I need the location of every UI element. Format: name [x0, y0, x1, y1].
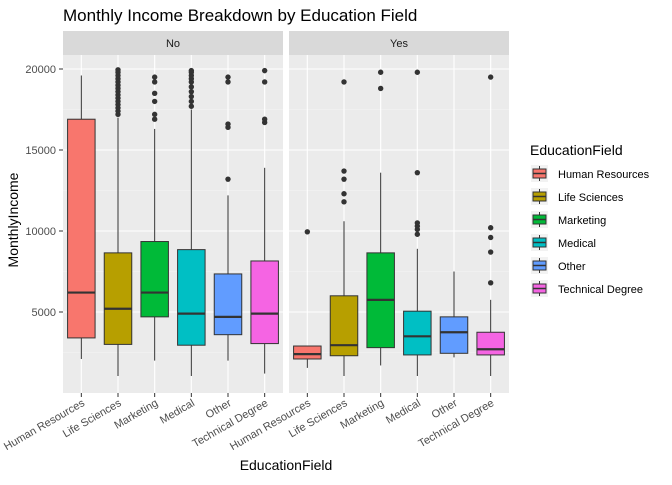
- box-iqr: [250, 260, 279, 345]
- outlier-point: [487, 249, 494, 255]
- box-technical-degree: [476, 74, 505, 376]
- legend-label: Medical: [558, 238, 596, 250]
- x-tick-label: Medical: [384, 397, 423, 426]
- outlier-point: [341, 176, 347, 182]
- legend-entry-marketing: Marketing: [531, 211, 606, 228]
- outlier-point: [487, 280, 494, 286]
- outlier-point: [414, 69, 421, 75]
- box-other: [213, 74, 243, 361]
- y-axis-title: MonthlyIncome: [5, 172, 21, 267]
- outlier-point: [261, 116, 268, 122]
- box-iqr: [67, 118, 96, 339]
- x-axis-title: EducationField: [240, 457, 333, 473]
- outlier-point: [225, 79, 231, 85]
- outlier-point: [151, 98, 158, 105]
- legend-entry-life-sciences: Life Sciences: [531, 188, 624, 205]
- panel-background: [289, 55, 509, 393]
- outlier-point: [188, 84, 195, 90]
- outlier-point: [151, 79, 158, 85]
- facet-panels: No Yes: [63, 31, 509, 393]
- box-medical: [403, 69, 432, 376]
- outlier-point: [414, 169, 421, 176]
- legend-label: Marketing: [558, 215, 606, 227]
- outlier-point: [188, 98, 195, 105]
- outlier-point: [151, 116, 158, 122]
- legend: EducationField Human Resources Life Scien…: [530, 142, 650, 297]
- outlier-point: [188, 67, 195, 74]
- legend-entry-medical: Medical: [531, 234, 596, 251]
- y-tick-label: 5000: [32, 307, 56, 319]
- outlier-point: [377, 69, 384, 75]
- legend-label: Human Resources: [558, 169, 650, 181]
- facet-strip: [63, 31, 283, 55]
- y-tick-label: 20000: [25, 64, 56, 76]
- box-iqr: [177, 249, 206, 346]
- box-medical: [177, 67, 206, 376]
- box-iqr: [103, 252, 133, 345]
- legend-title: EducationField: [530, 142, 623, 158]
- facet-panel-no: No: [63, 31, 283, 393]
- outlier-point: [225, 121, 231, 127]
- outlier-point: [188, 93, 195, 100]
- facet-strip: [289, 31, 509, 55]
- x-tick-label: Medical: [158, 397, 197, 426]
- box-iqr: [439, 316, 469, 354]
- box-iqr: [293, 345, 322, 360]
- outlier-point: [487, 74, 494, 80]
- box-iqr: [403, 310, 432, 356]
- facet-strip-label: No: [166, 38, 180, 50]
- legend-label: Technical Degree: [558, 284, 643, 296]
- y-axis: 5000 10000 15000 20000: [25, 64, 63, 319]
- outlier-point: [188, 103, 195, 109]
- outlier-point: [188, 88, 195, 95]
- box-life-sciences: [329, 79, 359, 376]
- outlier-point: [414, 220, 421, 226]
- legend-label: Other: [558, 261, 586, 273]
- box-iqr: [329, 295, 359, 357]
- outlier-point: [341, 199, 347, 205]
- outlier-point: [225, 176, 231, 182]
- outlier-point: [151, 90, 158, 97]
- outlier-point: [151, 111, 158, 118]
- outlier-point: [261, 79, 268, 85]
- outlier-point: [341, 191, 347, 197]
- outlier-point: [341, 168, 347, 174]
- box-technical-degree: [250, 67, 279, 374]
- box-iqr: [476, 331, 505, 356]
- outlier-point: [341, 79, 347, 85]
- chart-title: Monthly Income Breakdown by Education Fi…: [63, 6, 417, 25]
- outlier-point: [261, 67, 268, 74]
- outlier-point: [151, 74, 158, 80]
- box-life-sciences: [103, 67, 133, 376]
- legend-entry-human-resources: Human Resources: [531, 165, 650, 182]
- box-human-resources: [293, 229, 322, 368]
- outlier-point: [115, 67, 121, 73]
- box-human-resources: [67, 75, 96, 359]
- outlier-point: [304, 229, 311, 235]
- facet-strip-label: Yes: [390, 38, 408, 50]
- y-tick-label: 10000: [25, 226, 56, 238]
- legend-entry-technical-degree: Technical Degree: [531, 280, 643, 297]
- facet-panel-yes: Yes: [289, 31, 509, 393]
- box-marketing: [366, 69, 395, 366]
- legend-entry-other: Other: [531, 257, 586, 274]
- outlier-point: [414, 231, 421, 237]
- y-tick-label: 15000: [25, 145, 56, 157]
- box-iqr: [213, 273, 243, 336]
- outlier-point: [377, 85, 384, 92]
- box-iqr: [140, 241, 169, 318]
- box-marketing: [140, 74, 169, 361]
- outlier-point: [487, 234, 494, 241]
- box-other: [439, 271, 469, 358]
- legend-label: Life Sciences: [558, 192, 624, 204]
- panel-background: [63, 55, 283, 393]
- outlier-point: [487, 225, 494, 231]
- outlier-point: [225, 74, 231, 80]
